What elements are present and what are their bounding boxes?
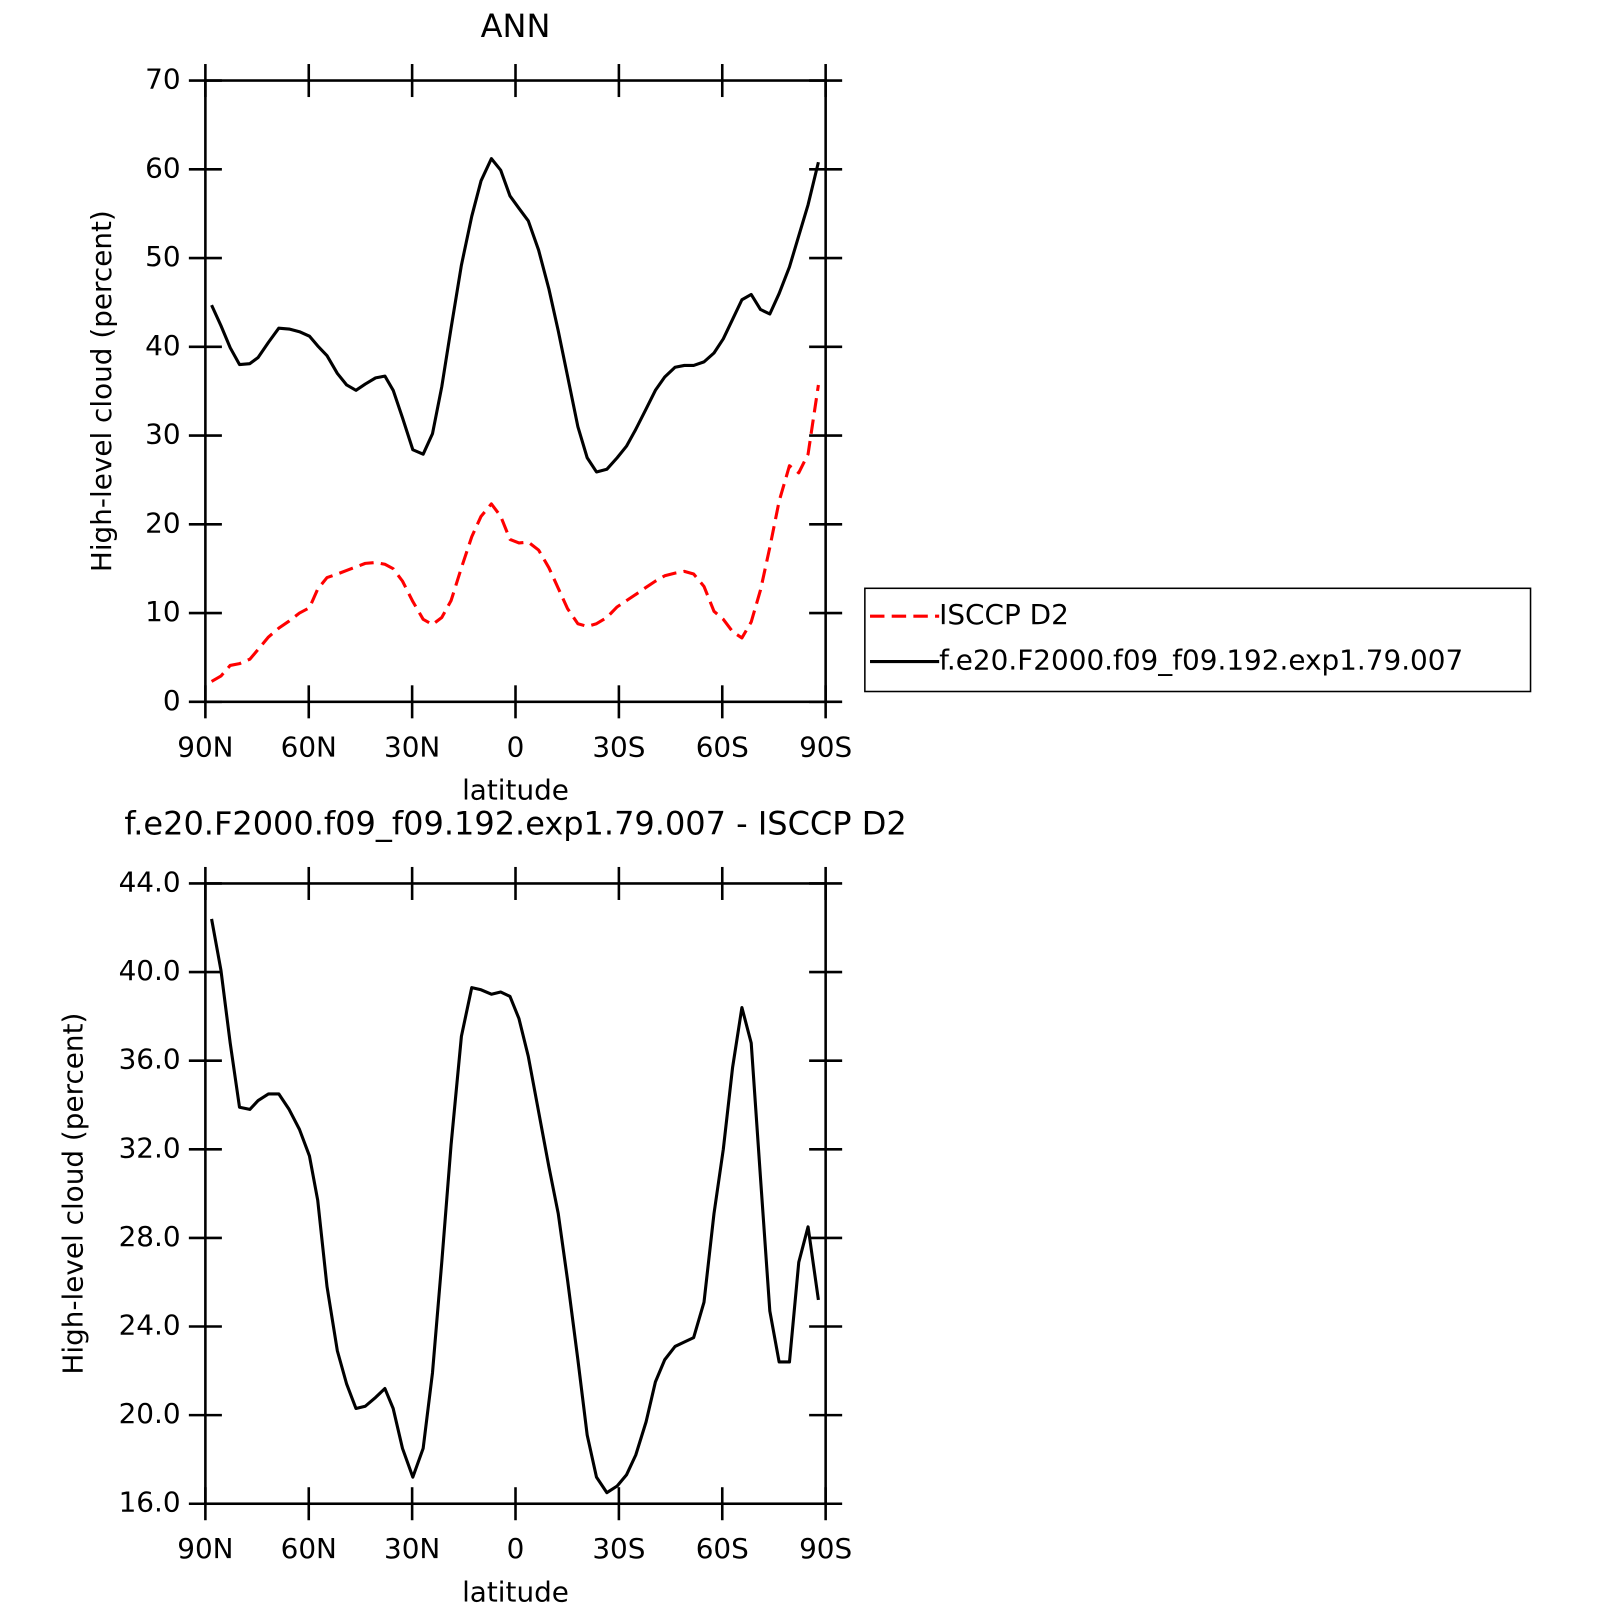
y-tick-label: 28.0 — [119, 1220, 181, 1253]
y-tick-label: 70 — [145, 63, 180, 96]
x-tick-label: 90S — [799, 1532, 852, 1565]
y-tick-label: 50 — [145, 240, 180, 273]
y-tick-label: 24.0 — [119, 1309, 181, 1342]
y-tick-label: 32.0 — [119, 1131, 181, 1164]
y-tick-label: 36.0 — [119, 1043, 181, 1076]
y-axis-label: High-level cloud (percent) — [85, 210, 118, 572]
y-tick-label: 44.0 — [119, 865, 181, 898]
x-tick-label: 90N — [177, 730, 233, 763]
y-tick-label: 40 — [145, 329, 180, 362]
data-line — [210, 918, 820, 1495]
y-axis-label: High-level cloud (percent) — [56, 1013, 89, 1375]
x-tick-label: 90S — [799, 730, 852, 763]
x-tick-label: 30S — [592, 730, 645, 763]
y-tick-label: 10 — [145, 595, 180, 628]
data-line — [210, 157, 820, 474]
x-tick-label: 30N — [384, 730, 440, 763]
y-tick-label: 40.0 — [119, 954, 181, 987]
x-tick-label: 60N — [281, 730, 337, 763]
x-tick-label: 30N — [384, 1532, 440, 1565]
plot-frame — [204, 79, 827, 704]
x-tick-label: 90N — [177, 1532, 233, 1565]
x-axis-label: latitude — [462, 774, 569, 807]
x-tick-label: 30S — [592, 1532, 645, 1565]
x-tick-label: 60N — [281, 1532, 337, 1565]
y-tick-label: 16.0 — [119, 1486, 181, 1519]
plot-frame — [204, 882, 827, 1506]
x-tick-label: 60S — [696, 730, 749, 763]
x-tick-label: 0 — [507, 730, 525, 763]
legend-box — [864, 587, 1532, 693]
legend-label: f.e20.F2000.f09_f09.192.exp1.79.007 — [939, 644, 1463, 677]
y-tick-label: 20 — [145, 506, 180, 539]
y-tick-label: 30 — [145, 418, 180, 451]
chart-title: f.e20.F2000.f09_f09.192.exp1.79.007 - IS… — [124, 805, 906, 843]
y-tick-label: 0 — [163, 684, 181, 717]
legend-label: ISCCP D2 — [939, 598, 1069, 631]
x-tick-label: 0 — [507, 1532, 525, 1565]
y-tick-label: 60 — [145, 151, 180, 184]
y-tick-label: 20.0 — [119, 1397, 181, 1430]
x-tick-label: 60S — [696, 1532, 749, 1565]
data-line — [210, 384, 820, 683]
x-axis-label: latitude — [462, 1576, 569, 1608]
chart-title: ANN — [481, 7, 551, 45]
